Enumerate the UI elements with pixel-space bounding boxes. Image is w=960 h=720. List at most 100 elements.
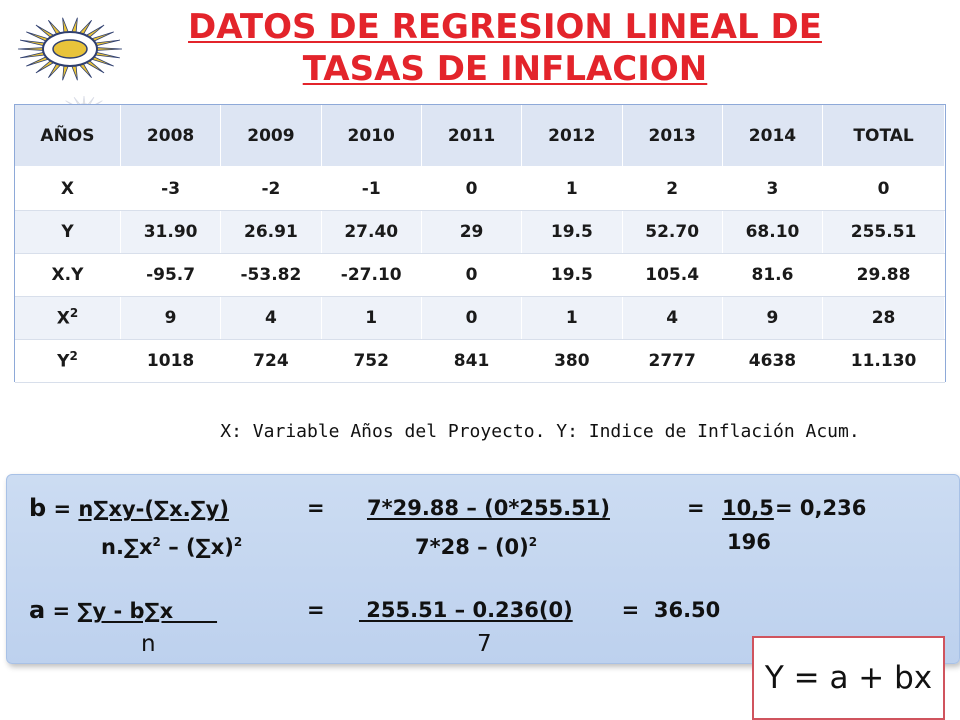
equals-sign: =	[687, 496, 705, 520]
sun-ray	[95, 47, 123, 51]
table-cell: 1018	[120, 339, 222, 383]
column-header: 2014	[722, 105, 824, 168]
formula-b-ratio-denominator: 196	[727, 530, 771, 554]
table-cell: 4	[622, 296, 723, 340]
column-header: 2013	[622, 105, 723, 168]
table-cell: 68.10	[722, 210, 824, 254]
column-header: 2010	[321, 105, 422, 168]
formula-a-numerator-line: a = ∑y - b∑x	[29, 597, 217, 624]
table-cell: 841	[421, 339, 523, 383]
row-label-base: X	[56, 308, 70, 329]
formula-a-variable: a	[29, 596, 46, 624]
formula-a-denominator: n	[141, 631, 156, 657]
table-cell: 4638	[722, 339, 824, 383]
formula-a-result: = 36.50	[607, 598, 721, 622]
formula-a-numerator: ∑y - b∑x	[77, 599, 218, 623]
table-cell: 1	[521, 167, 623, 211]
formula-b-numerator-line: b = n∑xy-(∑x.∑y)	[29, 495, 229, 522]
exponent: 2	[233, 535, 243, 549]
regression-table: AÑOS 2008 2009 2010 2011 2012 2013 2014 …	[14, 104, 946, 383]
column-header: 2008	[120, 105, 222, 168]
table-cell: 0	[421, 253, 523, 297]
table-cell: 105.4	[622, 253, 723, 297]
column-header: 2012	[521, 105, 623, 168]
formula-a-substituted-numerator: 255.51 – 0.236(0)	[359, 598, 573, 622]
column-header: TOTAL	[822, 105, 945, 168]
table-cell: 11.130	[822, 339, 945, 383]
equals-sign: =	[307, 598, 325, 622]
table-cell: 29.88	[822, 253, 945, 297]
table-cell: 52.70	[622, 210, 723, 254]
formula-b-substituted-denominator: 7*28 – (0)2	[415, 529, 537, 560]
equals-sign: =	[46, 497, 79, 521]
table-cell: 2777	[622, 339, 723, 383]
formula-b-denominator: n.∑x2 – (∑x)2	[101, 529, 242, 560]
table-cell: 9	[120, 296, 222, 340]
model-equation: Y = a + bx	[764, 660, 933, 696]
row-label: Y	[15, 210, 121, 254]
table-cell: 26.91	[220, 210, 322, 254]
row-label: X.Y	[15, 253, 121, 297]
formula-b-variable: b	[29, 494, 47, 522]
row-label: X2	[15, 296, 121, 340]
table-cell: 0	[822, 167, 945, 211]
sun-ray	[93, 39, 120, 47]
table-cell: 752	[321, 339, 422, 383]
table-cell: -3	[120, 167, 222, 211]
model-equation-box: Y = a + bx	[752, 636, 945, 720]
title-line-1: DATOS DE REGRESION LINEAL DE	[188, 7, 822, 47]
table-cell: -1	[321, 167, 422, 211]
denominator-part: 7*28 – (0)	[415, 535, 529, 559]
table-cell: -53.82	[220, 253, 322, 297]
sun-emblem-icon	[17, 17, 123, 81]
row-label-base: Y	[57, 351, 70, 372]
row-label-exponent: 2	[69, 349, 78, 364]
table-cell: 380	[521, 339, 623, 383]
table-row-x-squared: X2 9 4 1 0 1 4 9 28	[15, 296, 945, 340]
table-cell: 724	[220, 339, 322, 383]
table-cell: -95.7	[120, 253, 222, 297]
formula-b-numerator: n∑xy-(∑x.∑y)	[78, 497, 229, 521]
formula-b-substituted-numerator: 7*29.88 – (0*255.51)	[367, 496, 610, 520]
table-row-x: X -3 -2 -1 0 1 2 3 0	[15, 167, 945, 211]
equals-sign: =	[307, 496, 325, 520]
table-cell: 28	[822, 296, 945, 340]
table-cell: -2	[220, 167, 322, 211]
column-header: AÑOS	[15, 105, 121, 168]
table-row-xy: X.Y -95.7 -53.82 -27.10 0 19.5 105.4 81.…	[15, 253, 945, 297]
variable-legend: X: Variable Años del Proyecto. Y: Indice…	[220, 421, 860, 442]
table-header-row: AÑOS 2008 2009 2010 2011 2012 2013 2014 …	[15, 105, 945, 168]
table-cell: 4	[220, 296, 322, 340]
table-cell: 31.90	[120, 210, 222, 254]
table-cell: 3	[722, 167, 824, 211]
formula-a-substituted-denominator: 7	[477, 631, 492, 657]
page-title: DATOS DE REGRESION LINEAL DE TASAS DE IN…	[120, 6, 890, 90]
table-cell: 1	[321, 296, 422, 340]
sun-ray	[93, 51, 120, 59]
title-line-2: TASAS DE INFLACION	[302, 49, 708, 89]
sun-ray	[17, 47, 45, 51]
sun-ray	[20, 51, 47, 59]
exponent: 2	[152, 535, 161, 549]
table-cell: 19.5	[521, 210, 623, 254]
exponent: 2	[528, 535, 538, 549]
formula-panel: b = n∑xy-(∑x.∑y) = 7*29.88 – (0*255.51) …	[6, 474, 960, 664]
table-row-y-squared: Y2 1018 724 752 841 380 2777 4638 11.130	[15, 339, 945, 383]
table-row-y: Y 31.90 26.91 27.40 29 19.5 52.70 68.10 …	[15, 210, 945, 254]
formula-b-result: = 0,236	[775, 496, 867, 520]
table-cell: -27.10	[321, 253, 422, 297]
table-cell: 27.40	[321, 210, 422, 254]
table-cell: 1	[521, 296, 623, 340]
column-header: 2011	[421, 105, 523, 168]
denominator-part: – (∑x)	[160, 535, 234, 559]
table-cell: 9	[722, 296, 824, 340]
table-cell: 0	[421, 296, 523, 340]
table-cell: 2	[622, 167, 723, 211]
sun-ray	[20, 39, 47, 47]
row-label-exponent: 2	[69, 306, 79, 321]
table-cell: 0	[421, 167, 523, 211]
table-cell: 19.5	[521, 253, 623, 297]
table-cell: 81.6	[722, 253, 824, 297]
denominator-part: n.∑x	[101, 535, 153, 559]
equals-sign: =	[45, 599, 78, 623]
